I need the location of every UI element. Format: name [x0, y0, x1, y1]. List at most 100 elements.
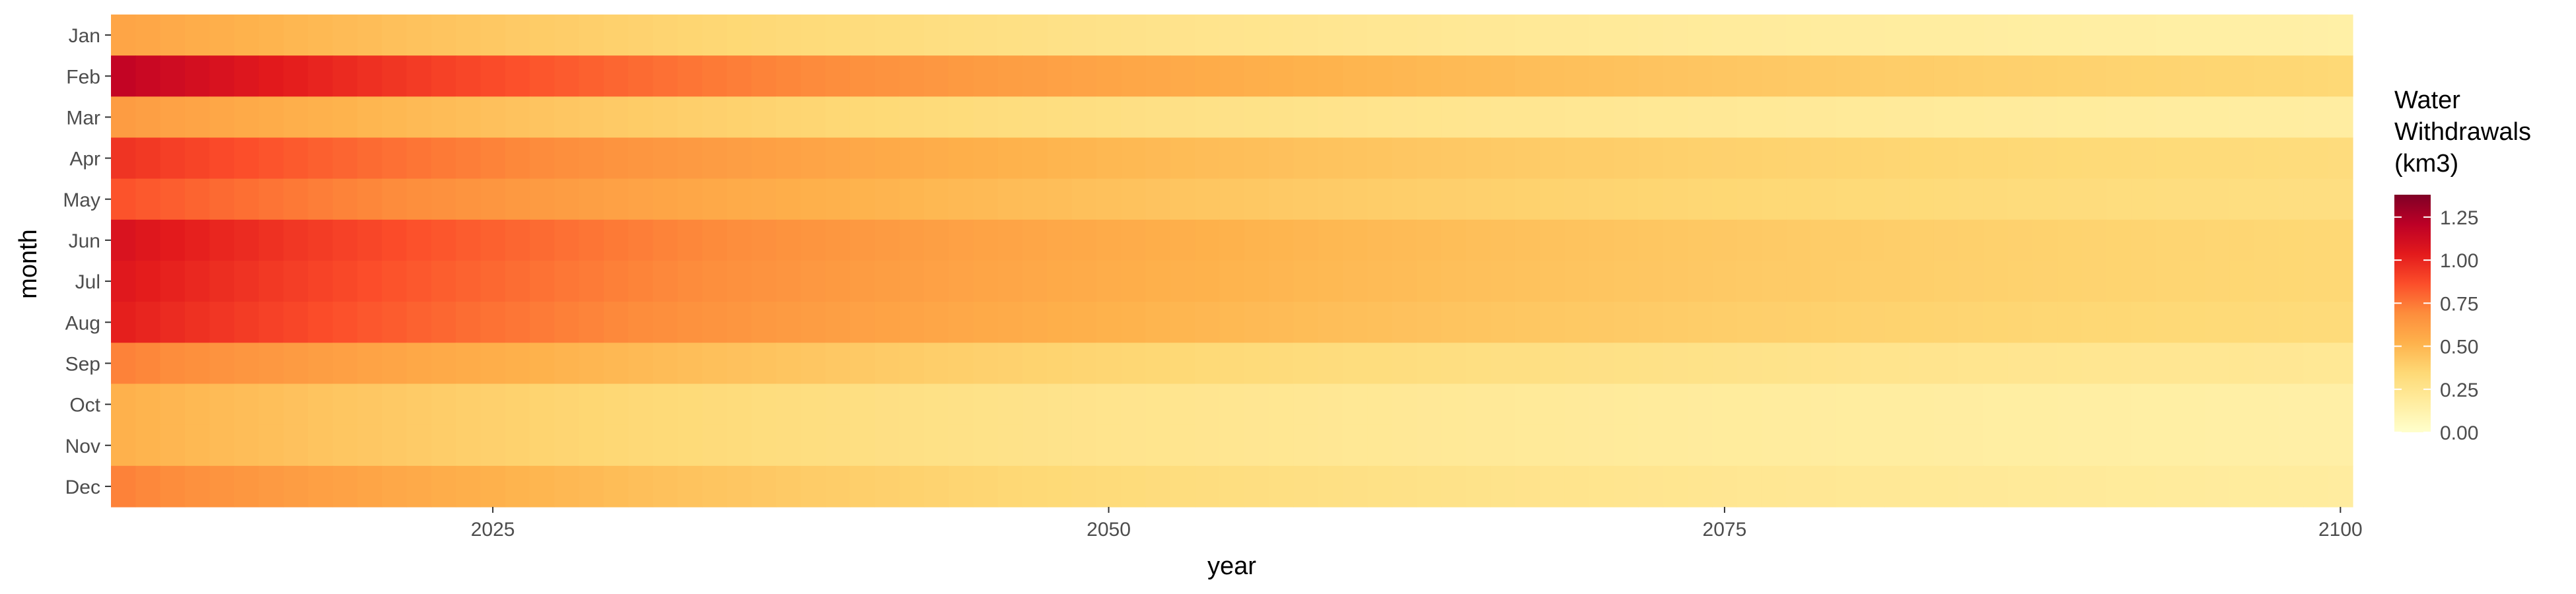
heatmap-cell [480, 15, 506, 56]
heatmap-cell [1022, 55, 1048, 97]
heatmap-cell [603, 219, 629, 261]
heatmap-cell [480, 302, 506, 343]
heatmap-cell [1860, 465, 1885, 508]
heatmap-cell [1589, 343, 1614, 385]
heatmap-cell [505, 137, 530, 180]
heatmap-cell [357, 343, 382, 385]
heatmap-cell [1761, 302, 1787, 343]
heatmap-cell [1983, 96, 2009, 139]
heatmap-cell [1490, 15, 1516, 56]
heatmap-cell [2057, 465, 2083, 508]
heatmap-cell [234, 465, 260, 508]
heatmap-cell [1170, 219, 1196, 261]
heatmap-cell [1441, 219, 1466, 261]
heatmap-cell [1687, 137, 1713, 180]
heatmap-cell [530, 96, 555, 139]
heatmap-cell [1564, 55, 1590, 97]
heatmap-cell [1441, 55, 1466, 97]
heatmap-cell [702, 178, 728, 220]
heatmap-cell [1860, 137, 1885, 180]
heatmap-cell [2229, 15, 2255, 56]
heatmap-cell [160, 383, 186, 426]
heatmap-cell [1392, 178, 1417, 220]
heatmap-cell [1761, 96, 1787, 139]
heatmap-cell [1268, 137, 1294, 180]
heatmap-cell [1810, 343, 1836, 385]
heatmap-cell [160, 96, 186, 139]
heatmap-cell [2131, 137, 2157, 180]
heatmap-cell [1786, 383, 1812, 426]
heatmap-cell [1712, 178, 1738, 220]
heatmap-cell [1342, 424, 1368, 467]
heatmap-cell [1071, 178, 1097, 220]
heatmap-cell [1761, 178, 1787, 220]
heatmap-cell [801, 15, 826, 56]
heatmap-cell [1712, 343, 1738, 385]
heatmap-cell [2007, 261, 2033, 302]
heatmap-cell [899, 219, 925, 261]
heatmap-cell [1244, 55, 1270, 97]
heatmap-cell [1958, 383, 1984, 426]
heatmap-cell [1663, 383, 1688, 426]
heatmap-cell [2032, 383, 2058, 426]
heatmap-cell [1736, 383, 1762, 426]
heatmap-cell [899, 137, 925, 180]
heatmap-cell [308, 383, 334, 426]
heatmap-cell [875, 178, 900, 220]
heatmap-cell [357, 424, 382, 467]
heatmap-cell [1342, 383, 1368, 426]
heatmap-cell [1638, 302, 1664, 343]
heatmap-cell [1638, 137, 1664, 180]
heatmap-cell [431, 343, 456, 385]
heatmap-cell [1835, 383, 1861, 426]
heatmap-cell [628, 383, 654, 426]
heatmap-cell [1614, 219, 1639, 261]
heatmap-cell [1022, 96, 1048, 139]
heatmap-cell [2205, 383, 2231, 426]
heatmap-cell [2180, 343, 2205, 385]
heatmap-cell [2007, 178, 2033, 220]
heatmap-cell [160, 15, 186, 56]
heatmap-cell [1392, 424, 1417, 467]
legend-title-line-3: (km3) [2394, 150, 2458, 178]
heatmap-cell [1663, 219, 1688, 261]
heatmap-cell [1564, 424, 1590, 467]
heatmap-cell [1614, 302, 1639, 343]
heatmap-cell [628, 15, 654, 56]
heatmap-cell [973, 424, 999, 467]
heatmap-cell [2081, 15, 2107, 56]
heatmap-cell [283, 55, 308, 97]
heatmap-cell [2032, 465, 2058, 508]
heatmap-cell [1712, 261, 1738, 302]
heatmap-cell [1638, 55, 1664, 97]
heatmap-cell [554, 15, 580, 56]
heatmap-cell [2131, 424, 2157, 467]
heatmap-cell [1515, 383, 1540, 426]
heatmap-cell [2007, 137, 2033, 180]
heatmap-cell [1416, 55, 1442, 97]
heatmap-cell [2180, 178, 2205, 220]
heatmap-cell [1416, 137, 1442, 180]
heatmap-cell [332, 261, 358, 302]
heatmap-cell [111, 465, 136, 508]
heatmap-cell [1367, 137, 1393, 180]
heatmap-cell [431, 15, 456, 56]
heatmap-cell [234, 424, 260, 467]
heatmap-cell [554, 302, 580, 343]
heatmap-cell [2155, 343, 2181, 385]
heatmap-cell [1663, 343, 1688, 385]
heatmap-cell [431, 424, 456, 467]
heatmap-cell [727, 96, 752, 139]
heatmap-cell [1367, 424, 1393, 467]
heatmap-cell [579, 55, 604, 97]
heatmap-cell [1342, 96, 1368, 139]
heatmap-cell [948, 383, 974, 426]
heatmap-cell [1810, 15, 1836, 56]
heatmap-cell [2279, 302, 2305, 343]
heatmap-cell [2180, 15, 2205, 56]
heatmap-cell [1047, 261, 1073, 302]
heatmap-cell [1170, 96, 1196, 139]
heatmap-cell [579, 465, 604, 508]
heatmap-cell [530, 15, 555, 56]
heatmap-cell [603, 302, 629, 343]
